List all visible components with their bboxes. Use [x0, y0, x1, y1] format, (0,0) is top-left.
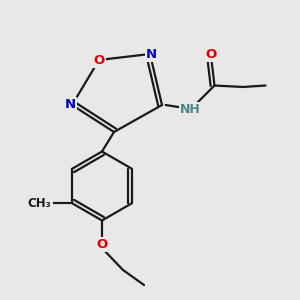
Text: CH₃: CH₃ [28, 197, 52, 210]
Text: NH: NH [180, 103, 201, 116]
Text: N: N [146, 47, 157, 61]
Text: O: O [96, 238, 108, 251]
Text: O: O [93, 53, 105, 67]
Text: N: N [65, 98, 76, 112]
Text: O: O [206, 48, 217, 61]
